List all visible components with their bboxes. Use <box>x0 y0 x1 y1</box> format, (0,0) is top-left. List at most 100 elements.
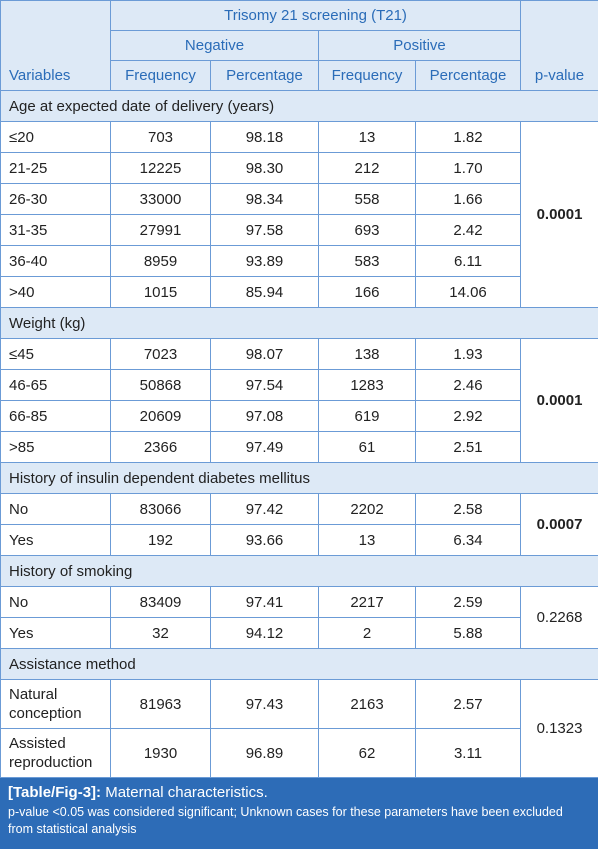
column-header: Percentage <box>210 60 319 91</box>
cell: 97.41 <box>210 586 319 618</box>
cell: 97.54 <box>210 369 319 401</box>
row-label: Yes <box>0 524 111 556</box>
cell: 2 <box>318 617 416 649</box>
cell: 1.70 <box>414 152 522 184</box>
data-row: >85 2366 97.49 61 2.51 <box>0 431 598 463</box>
cell: 93.89 <box>210 245 319 277</box>
cell: 1.93 <box>414 338 522 370</box>
cell: 7023 <box>110 338 211 370</box>
section-title: History of insulin dependent diabetes me… <box>0 462 598 494</box>
data-row: ≤20 703 98.18 13 1.82 0.0001 <box>0 121 598 308</box>
data-row: Natural conception 81963 97.43 2163 2.57 0.13… <box>0 679 598 778</box>
data-row: 46-65 50868 97.54 1283 2.46 <box>0 369 598 401</box>
data-row: No 83066 97.42 2202 2.58 0.0007 <box>0 493 598 556</box>
data-row: No 83409 97.41 2217 2.59 0.2268 <box>0 586 598 649</box>
row-label: Natural conception <box>0 679 111 729</box>
cell: 583 <box>318 245 416 277</box>
cell: 14.06 <box>414 276 522 308</box>
cell: 20609 <box>110 400 211 432</box>
column-header: Frequency <box>110 60 211 91</box>
data-row: 26-30 33000 98.34 558 1.66 <box>0 183 598 215</box>
cell: 13 <box>318 121 416 153</box>
row-label: 21-25 <box>0 152 111 184</box>
row-label: >85 <box>0 431 111 463</box>
cell: 703 <box>110 121 211 153</box>
row-label: 46-65 <box>0 369 111 401</box>
row-label: 66-85 <box>0 400 111 432</box>
cell: 693 <box>318 214 416 246</box>
row-label: No <box>0 493 111 525</box>
caption-label: [Table/Fig-3]: <box>8 784 102 801</box>
cell: 2.46 <box>414 369 522 401</box>
cell: 93.66 <box>210 524 319 556</box>
cell: 83409 <box>110 586 211 618</box>
column-header: Percentage <box>414 60 522 91</box>
column-header: Frequency <box>318 60 416 91</box>
cell: 619 <box>318 400 416 432</box>
cell: 2366 <box>110 431 211 463</box>
cell: 2.58 <box>414 493 522 525</box>
cell: 96.89 <box>210 728 319 778</box>
p-value: 0.1323 <box>520 679 598 778</box>
cell: 1283 <box>318 369 416 401</box>
cell: 97.49 <box>210 431 319 463</box>
cell: 192 <box>110 524 211 556</box>
cell: 98.30 <box>210 152 319 184</box>
column-header: p-value <box>520 0 598 91</box>
cell: 138 <box>318 338 416 370</box>
cell: 2.59 <box>414 586 522 618</box>
cell: 5.88 <box>414 617 522 649</box>
cell: 1015 <box>110 276 211 308</box>
cell: 33000 <box>110 183 211 215</box>
section-row: Weight (kg) <box>0 307 598 339</box>
p-value: 0.0001 <box>520 121 598 308</box>
cell: 97.08 <box>210 400 319 432</box>
data-row: 66-85 20609 97.08 619 2.92 <box>0 400 598 432</box>
data-row: Assisted reproduction 1930 96.89 62 3.11 <box>0 728 598 778</box>
caption: [Table/Fig-3]: Maternal characteristics.… <box>0 778 598 849</box>
cell: 94.12 <box>210 617 319 649</box>
row-label: 26-30 <box>0 183 111 215</box>
cell: 62 <box>318 728 416 778</box>
section-title: Age at expected date of delivery (years) <box>0 90 598 122</box>
cell: 98.34 <box>210 183 319 215</box>
p-value: 0.2268 <box>520 586 598 649</box>
column-header: Variables <box>0 0 111 91</box>
table-body: Age at expected date of delivery (years)… <box>0 90 598 778</box>
cell: 2217 <box>318 586 416 618</box>
cell: 6.11 <box>414 245 522 277</box>
row-label: 36-40 <box>0 245 111 277</box>
row-label: Yes <box>0 617 111 649</box>
row-label: Assisted reproduction <box>0 728 111 778</box>
subgroup-header: Positive <box>317 30 522 61</box>
section-row: Age at expected date of delivery (years) <box>0 90 598 122</box>
caption-line: [Table/Fig-3]: Maternal characteristics. <box>8 784 590 801</box>
cell: 212 <box>318 152 416 184</box>
cell: 61 <box>318 431 416 463</box>
p-value: 0.0007 <box>520 493 598 556</box>
cell: 558 <box>318 183 416 215</box>
section-title: Weight (kg) <box>0 307 598 339</box>
cell: 85.94 <box>210 276 319 308</box>
cell: 12225 <box>110 152 211 184</box>
row-label: 31-35 <box>0 214 111 246</box>
section-row: Assistance method <box>0 648 598 680</box>
data-row: 36-40 8959 93.89 583 6.11 <box>0 245 598 277</box>
row-label: No <box>0 586 111 618</box>
section-row: History of insulin dependent diabetes me… <box>0 462 598 494</box>
p-value: 0.0001 <box>520 338 598 463</box>
cell: 97.42 <box>210 493 319 525</box>
row-label: >40 <box>0 276 111 308</box>
group-header: Trisomy 21 screening (T21) <box>109 0 522 31</box>
data-row: 21-25 12225 98.30 212 1.70 <box>0 152 598 184</box>
cell: 81963 <box>110 679 211 729</box>
row-label: ≤20 <box>0 121 111 153</box>
cell: 166 <box>318 276 416 308</box>
cell: 13 <box>318 524 416 556</box>
cell: 2.42 <box>414 214 522 246</box>
section-title: History of smoking <box>0 555 598 587</box>
data-row: 31-35 27991 97.58 693 2.42 <box>0 214 598 246</box>
section-title: Assistance method <box>0 648 598 680</box>
cell: 8959 <box>110 245 211 277</box>
